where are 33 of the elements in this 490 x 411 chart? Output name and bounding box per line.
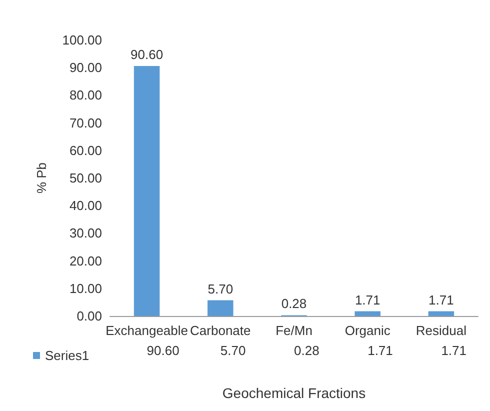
y-tick-label: 80.00 xyxy=(69,88,102,103)
x-tick-label: Carbonate xyxy=(190,323,251,338)
x-tick-label: Residual xyxy=(416,323,467,338)
y-tick-label: 0.00 xyxy=(76,308,102,324)
text: 1.71 xyxy=(428,292,454,308)
bar xyxy=(428,311,454,316)
x-tick-label: Exchangeable xyxy=(106,323,188,338)
data-label: 1.71 xyxy=(441,343,467,358)
text: 90.60 xyxy=(130,46,164,62)
legend-label: Series1 xyxy=(45,348,90,363)
bar xyxy=(208,300,234,316)
data-label: 1.71 xyxy=(368,343,393,358)
y-tick-label: 60.00 xyxy=(69,142,102,158)
y-tick-label: 10.00 xyxy=(69,280,102,296)
y-tick-label: 70.00 xyxy=(69,115,102,130)
y-tick-label: 100.00 xyxy=(62,32,102,48)
y-tick-label: 40.00 xyxy=(69,198,102,214)
y-tick-label: 30.00 xyxy=(69,226,102,241)
text: 1.71 xyxy=(354,292,380,308)
text: 0.28 xyxy=(281,296,307,312)
x-tick-label: Organic xyxy=(344,323,391,338)
y-tick-label: 50.00 xyxy=(69,170,102,186)
text: 5.70 xyxy=(208,281,234,296)
bar xyxy=(134,66,160,316)
y-axis-title: % Pb xyxy=(34,162,49,194)
data-label: 0.28 xyxy=(294,343,320,358)
y-tick-label: 90.00 xyxy=(69,60,102,76)
x-axis-title: Geochemical Fractions xyxy=(222,385,366,401)
data-label: 5.70 xyxy=(220,343,246,358)
x-tick-label: Fe/Mn xyxy=(276,323,312,338)
bar xyxy=(354,311,380,316)
y-tick-label: 20.00 xyxy=(69,253,102,268)
data-label: 90.60 xyxy=(146,343,180,358)
